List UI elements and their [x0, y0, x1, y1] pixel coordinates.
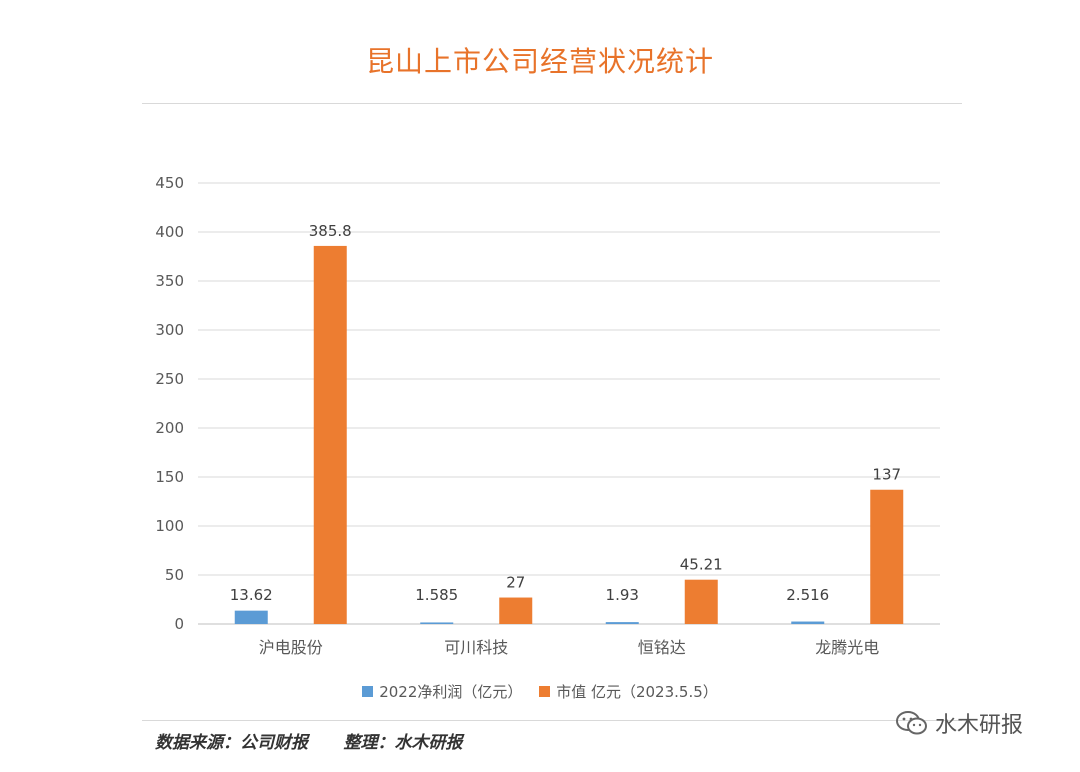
legend-label-net-profit: 2022净利润（亿元）: [379, 683, 523, 701]
data-label: 1.585: [415, 586, 458, 604]
footer-divider: [142, 720, 962, 721]
legend-swatch-net-profit: [362, 686, 374, 697]
category-label: 恒铭达: [638, 638, 686, 657]
legend: 2022净利润（亿元） 市值 亿元（2023.5.5）: [0, 681, 1080, 702]
data-label: 1.93: [606, 586, 639, 604]
bar-net-profit: [605, 622, 639, 624]
bar-market-cap: [870, 489, 904, 624]
bar-market-cap: [684, 579, 718, 624]
category-labels: 沪电股份 可川科技 恒铭达 龙腾光电: [259, 638, 880, 657]
category-label: 沪电股份: [259, 638, 323, 657]
watermark: 水木研报: [895, 707, 1023, 739]
data-labels: 13.62 385.8 1.585 27 1.93 45.21 2.516 137: [230, 222, 901, 604]
data-label: 137: [872, 466, 901, 484]
y-tick-label: 100: [155, 517, 184, 535]
y-tick-label: 300: [155, 321, 184, 339]
legend-item-net-profit: 2022净利润（亿元）: [362, 681, 522, 702]
data-label: 27: [506, 574, 525, 592]
y-tick-label: 50: [165, 566, 184, 584]
data-label: 13.62: [230, 586, 273, 604]
legend-label-market-cap: 市值 亿元（2023.5.5）: [556, 683, 718, 701]
y-tick-label: 0: [174, 615, 184, 633]
bars: [234, 245, 904, 624]
wechat-icon: [896, 711, 927, 735]
bar-net-profit: [791, 621, 825, 624]
y-tick-label: 200: [155, 419, 184, 437]
y-tick-label: 450: [155, 174, 184, 192]
grid-lines: [198, 182, 940, 625]
bar-net-profit: [420, 622, 454, 624]
legend-swatch-market-cap: [539, 686, 551, 697]
bar-market-cap: [499, 597, 533, 624]
category-label: 龙腾光电: [815, 638, 879, 657]
data-label: 385.8: [309, 222, 352, 240]
data-label: 45.21: [680, 556, 723, 574]
y-axis-ticks: 0 50 100 150 200 250 300 350 400 450: [155, 174, 184, 633]
data-label: 2.516: [786, 586, 829, 604]
title-divider: [142, 103, 962, 104]
y-tick-label: 250: [155, 370, 184, 388]
y-tick-label: 400: [155, 223, 184, 241]
chart-title: 昆山上市公司经营状况统计: [365, 45, 714, 78]
legend-item-market-cap: 市值 亿元（2023.5.5）: [539, 681, 718, 702]
bar-market-cap: [313, 245, 347, 624]
category-label: 可川科技: [444, 638, 508, 657]
source-note: 数据来源：公司财报 整理：水木研报: [155, 733, 463, 753]
bar-net-profit: [234, 610, 268, 624]
watermark-text: 水木研报: [935, 713, 1024, 738]
y-tick-label: 350: [155, 272, 184, 290]
y-tick-label: 150: [155, 468, 184, 486]
